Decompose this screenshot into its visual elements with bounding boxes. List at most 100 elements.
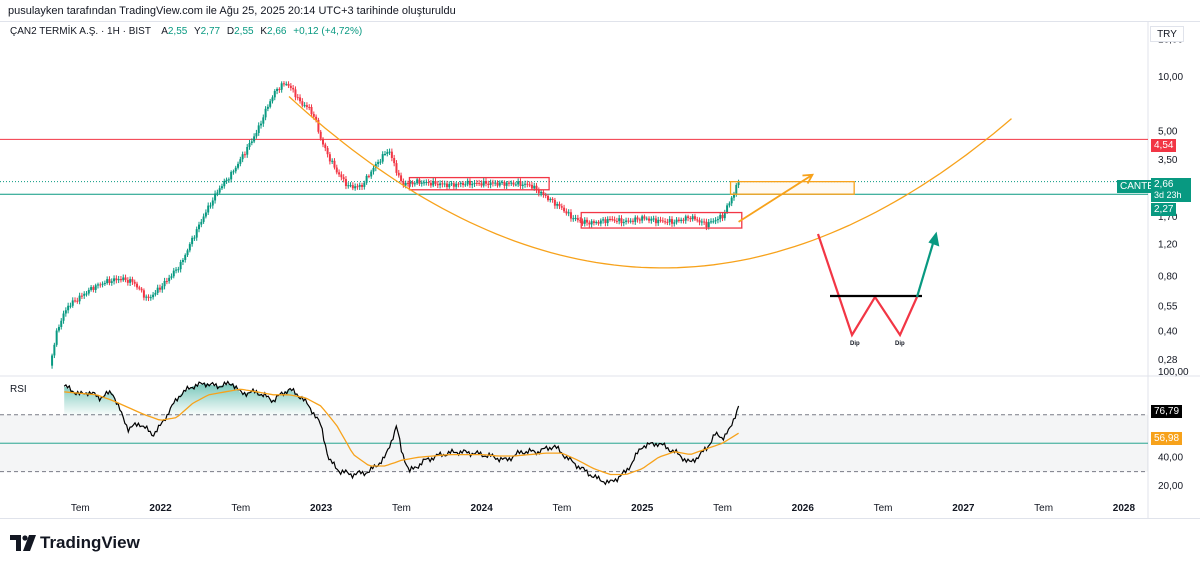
candle (602, 217, 605, 224)
candle-body (349, 185, 352, 187)
candle-body (179, 261, 182, 270)
candle-body (94, 285, 97, 290)
candle-body (248, 143, 251, 147)
candle-body (207, 205, 210, 213)
candle (136, 281, 139, 290)
candle (184, 253, 187, 263)
candle-body (170, 276, 173, 278)
candle-body (611, 219, 614, 221)
candle (149, 294, 152, 301)
candle-body (335, 167, 338, 173)
candle-body (76, 300, 79, 302)
candle-body (432, 180, 435, 186)
candle (606, 216, 609, 227)
candle-body (710, 221, 713, 223)
currency-selector[interactable]: TRY (1150, 26, 1184, 42)
candle-body (664, 221, 667, 223)
candle-body (418, 179, 421, 184)
candle-body (530, 184, 533, 189)
candle (668, 216, 671, 226)
candle (473, 180, 476, 187)
candle (186, 248, 189, 257)
candle-body (464, 184, 467, 186)
candle (441, 180, 444, 188)
candle-body (471, 183, 474, 186)
candle-body (468, 180, 471, 186)
candle (471, 180, 474, 189)
candle (631, 218, 634, 225)
candle (347, 182, 350, 189)
candlestick-series (51, 81, 740, 369)
candle (80, 292, 83, 300)
double-bottom-drawing (816, 231, 940, 338)
candle (338, 169, 341, 178)
candle-body (361, 184, 364, 187)
candle-body (526, 183, 529, 185)
candle (99, 282, 102, 288)
candle-body (645, 218, 648, 220)
candle-body (705, 221, 708, 228)
candle-body (450, 183, 453, 185)
candle (721, 212, 724, 222)
candle (218, 185, 221, 195)
candle-body (370, 171, 373, 177)
high-value: 2,77 (200, 26, 221, 37)
tradingview-logo[interactable]: TradingView (10, 533, 140, 553)
rsi-title[interactable]: RSI (10, 384, 27, 395)
candle-body (670, 219, 673, 224)
candle (214, 190, 217, 204)
price-axis-tick: 1,70 (1158, 212, 1178, 223)
candle-body (528, 184, 531, 186)
candle-body (232, 171, 235, 173)
candle (340, 171, 343, 181)
candle (232, 169, 235, 175)
candle-body (99, 284, 102, 286)
candle-body (595, 221, 598, 223)
candle (321, 137, 324, 148)
candle-body (397, 172, 400, 176)
open-value: 2,55 (167, 26, 188, 37)
candle-body (181, 259, 184, 262)
candle-body (505, 182, 508, 186)
attribution-text: pusulayken tarafından TradingView.com il… (8, 5, 456, 17)
candle-body (547, 195, 550, 201)
candle-body (310, 107, 313, 114)
candle (622, 218, 625, 227)
candle-body (427, 182, 430, 184)
candle (478, 179, 481, 187)
candle (113, 275, 116, 285)
candle-body (631, 220, 634, 222)
candle (627, 217, 630, 224)
candle-body (556, 203, 559, 206)
last-symbol-tag: CANTE (1117, 180, 1157, 193)
symbol-legend[interactable]: ÇAN2 TERMİK A.Ş. · 1H · BIST A2,55 Y2,77… (10, 26, 366, 37)
high-label: Y (193, 26, 201, 37)
candle-body (53, 344, 56, 356)
candle-body (152, 294, 155, 298)
candle-body (202, 216, 205, 222)
candle-body (487, 183, 490, 186)
candle (202, 213, 205, 224)
candle (556, 201, 559, 209)
candle-body (55, 330, 58, 345)
candle (565, 208, 568, 216)
candle (563, 204, 566, 213)
candle (537, 187, 540, 197)
candle-body (698, 220, 701, 223)
candle (246, 144, 249, 158)
candle-body (296, 97, 299, 99)
candle-body (510, 182, 513, 184)
candle (659, 216, 662, 223)
candle-body (735, 185, 738, 194)
candle (696, 216, 699, 223)
candle-body (567, 212, 570, 214)
brand-name: TradingView (40, 533, 140, 552)
candle (140, 287, 143, 293)
candle (611, 216, 614, 222)
candle (595, 220, 598, 225)
candle-body (292, 87, 295, 90)
candle (703, 218, 706, 225)
chart-canvas[interactable]: 16,0010,005,003,501,701,200,800,550,400,… (0, 0, 1200, 518)
candle-body (650, 218, 653, 221)
symbol-title[interactable]: ÇAN2 TERMİK A.Ş. · 1H · BIST (10, 26, 151, 37)
